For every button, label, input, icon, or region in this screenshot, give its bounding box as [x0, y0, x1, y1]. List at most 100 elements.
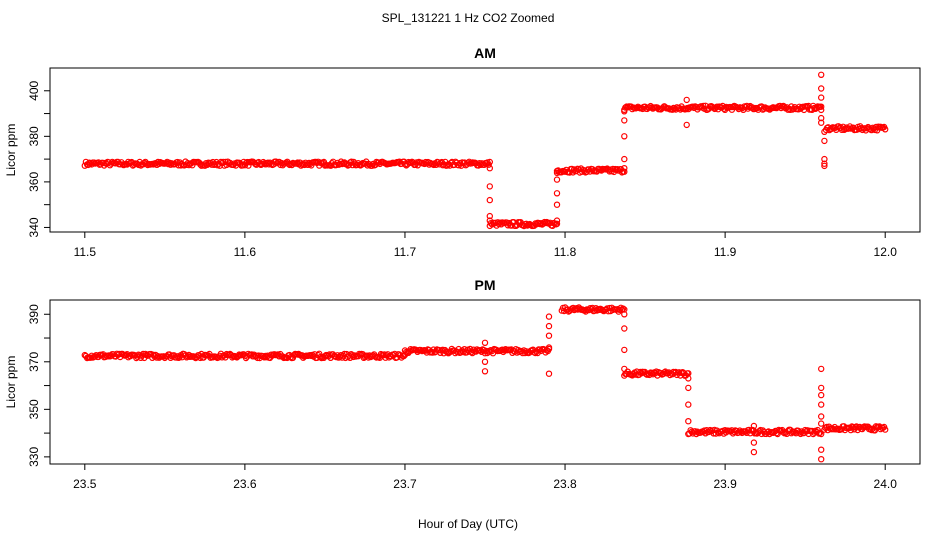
data-point	[706, 426, 714, 434]
data-point	[685, 401, 692, 408]
data-point	[553, 217, 561, 224]
data-point	[532, 349, 539, 357]
data-point	[619, 305, 627, 312]
data-point	[818, 365, 825, 373]
data-point	[685, 375, 692, 382]
data-point	[486, 196, 493, 204]
data-point	[821, 128, 828, 135]
panel-title: PM	[475, 277, 496, 293]
data-point	[882, 426, 889, 433]
data-point	[553, 220, 561, 227]
data-point	[553, 169, 561, 176]
data-point	[621, 365, 628, 373]
data-point	[784, 106, 792, 113]
data-point	[818, 413, 825, 420]
y-tick-label: 350	[27, 399, 41, 419]
data-point	[821, 160, 828, 167]
y-tick-label: 360	[27, 172, 41, 192]
x-tick-label: 12.0	[874, 245, 898, 259]
x-tick-label: 23.9	[713, 477, 737, 491]
data-point	[818, 391, 825, 399]
data-point	[486, 158, 493, 166]
data-point	[621, 168, 628, 175]
data-point	[545, 370, 553, 377]
data-point	[816, 429, 824, 436]
data-point	[818, 94, 825, 101]
data-point	[750, 422, 758, 430]
data-point	[818, 71, 825, 79]
y-tick-label: 400	[27, 80, 41, 100]
data-point	[821, 137, 828, 145]
plot-frame	[49, 67, 921, 233]
data-point	[486, 183, 493, 190]
data-point	[818, 106, 825, 114]
data-point	[621, 346, 628, 354]
y-tick-label: 370	[27, 351, 41, 371]
y-axis-label: Licor ppm	[4, 356, 18, 409]
x-tick-label: 11.9	[714, 245, 737, 259]
data-point	[633, 104, 641, 111]
figure-title: SPL_131221 1 Hz CO2 Zoomed	[382, 11, 555, 25]
data-point	[818, 456, 825, 463]
data-point	[481, 339, 489, 346]
x-tick-label: 24.0	[874, 477, 898, 491]
data-point	[685, 418, 692, 425]
data-point	[609, 165, 617, 173]
panel-title: AM	[474, 45, 496, 61]
data-point	[545, 344, 553, 351]
data-point	[553, 201, 561, 208]
x-axis-label: Hour of Day (UTC)	[418, 517, 518, 531]
data-point	[545, 332, 553, 339]
data-point	[683, 96, 690, 104]
data-point	[429, 349, 436, 356]
data-point	[868, 426, 875, 434]
data-point	[821, 162, 828, 170]
data-point	[818, 384, 825, 392]
data-point	[882, 126, 889, 133]
data-point	[683, 121, 690, 129]
y-tick-label: 380	[27, 126, 41, 146]
y-tick-label: 330	[27, 447, 41, 467]
data-point	[545, 322, 553, 330]
data-point	[621, 155, 628, 163]
plot-frame	[49, 299, 921, 465]
data-point	[818, 401, 825, 408]
x-tick-label: 11.6	[234, 245, 257, 259]
panel-pm: PM 23.5 23.6 23.7 23.8 23.9 24.0 330 350 370 390 Li…	[4, 277, 921, 491]
data-point	[818, 446, 825, 453]
data-point	[553, 176, 561, 183]
data-point	[553, 190, 561, 197]
data-point	[818, 420, 825, 427]
data-point	[750, 439, 758, 446]
data-points	[81, 71, 889, 230]
data-point	[197, 354, 204, 362]
data-point	[750, 448, 758, 456]
data-point	[486, 217, 493, 224]
data-point	[439, 346, 446, 353]
data-point	[621, 311, 628, 318]
data-point	[481, 368, 489, 375]
x-tick-label: 11.8	[554, 245, 577, 259]
x-tick-label: 23.7	[393, 477, 417, 491]
data-point	[621, 164, 628, 172]
data-point	[818, 119, 825, 126]
x-tick-label: 23.5	[73, 477, 97, 491]
data-point	[818, 85, 825, 92]
x-tick-label: 11.5	[74, 245, 97, 259]
data-point	[545, 313, 553, 320]
data-point	[198, 162, 205, 169]
data-point	[486, 212, 493, 220]
data-point	[818, 103, 825, 110]
x-tick-label: 23.8	[553, 477, 577, 491]
data-point	[757, 426, 764, 434]
panel-am: AM 11.5 11.6 11.7 11.8 11.9 12.0 340 360 380 400 Li…	[4, 45, 921, 259]
data-point	[486, 164, 493, 172]
data-points	[81, 304, 889, 463]
data-point	[621, 133, 628, 140]
x-tick-label: 11.7	[394, 245, 417, 259]
data-point	[481, 358, 489, 365]
data-point	[614, 165, 621, 173]
y-axis-label: Licor ppm	[4, 124, 18, 177]
